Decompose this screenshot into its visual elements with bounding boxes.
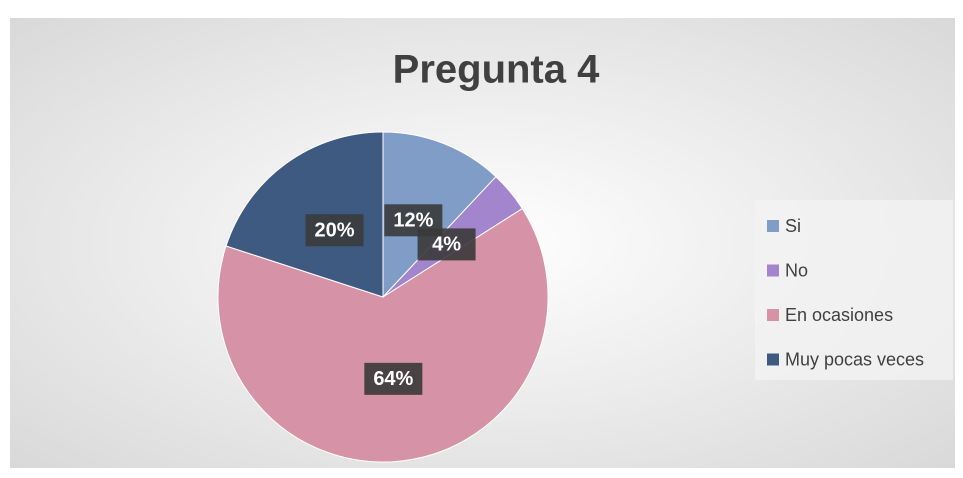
chart-title: Pregunta 4 [393, 48, 600, 92]
data-label: 12% [393, 210, 433, 232]
pie-slice [225, 131, 384, 298]
data-label: 64% [373, 368, 413, 390]
data-label: 4% [432, 234, 461, 256]
legend-swatch [767, 353, 779, 366]
legend-label: Muy pocas veces [785, 349, 924, 369]
data-label-box [417, 228, 476, 261]
data-label-box [364, 362, 423, 395]
legend-label: Si [785, 216, 801, 236]
legend-label: No [785, 260, 808, 280]
legend-swatch [767, 264, 779, 277]
legend-label: En ocasiones [785, 305, 893, 325]
legend-swatch [767, 220, 779, 232]
legend-box [755, 200, 953, 380]
data-label: 20% [314, 220, 354, 242]
pie-slice [217, 207, 549, 463]
data-label-box [305, 214, 364, 247]
legend-swatch [767, 309, 779, 321]
